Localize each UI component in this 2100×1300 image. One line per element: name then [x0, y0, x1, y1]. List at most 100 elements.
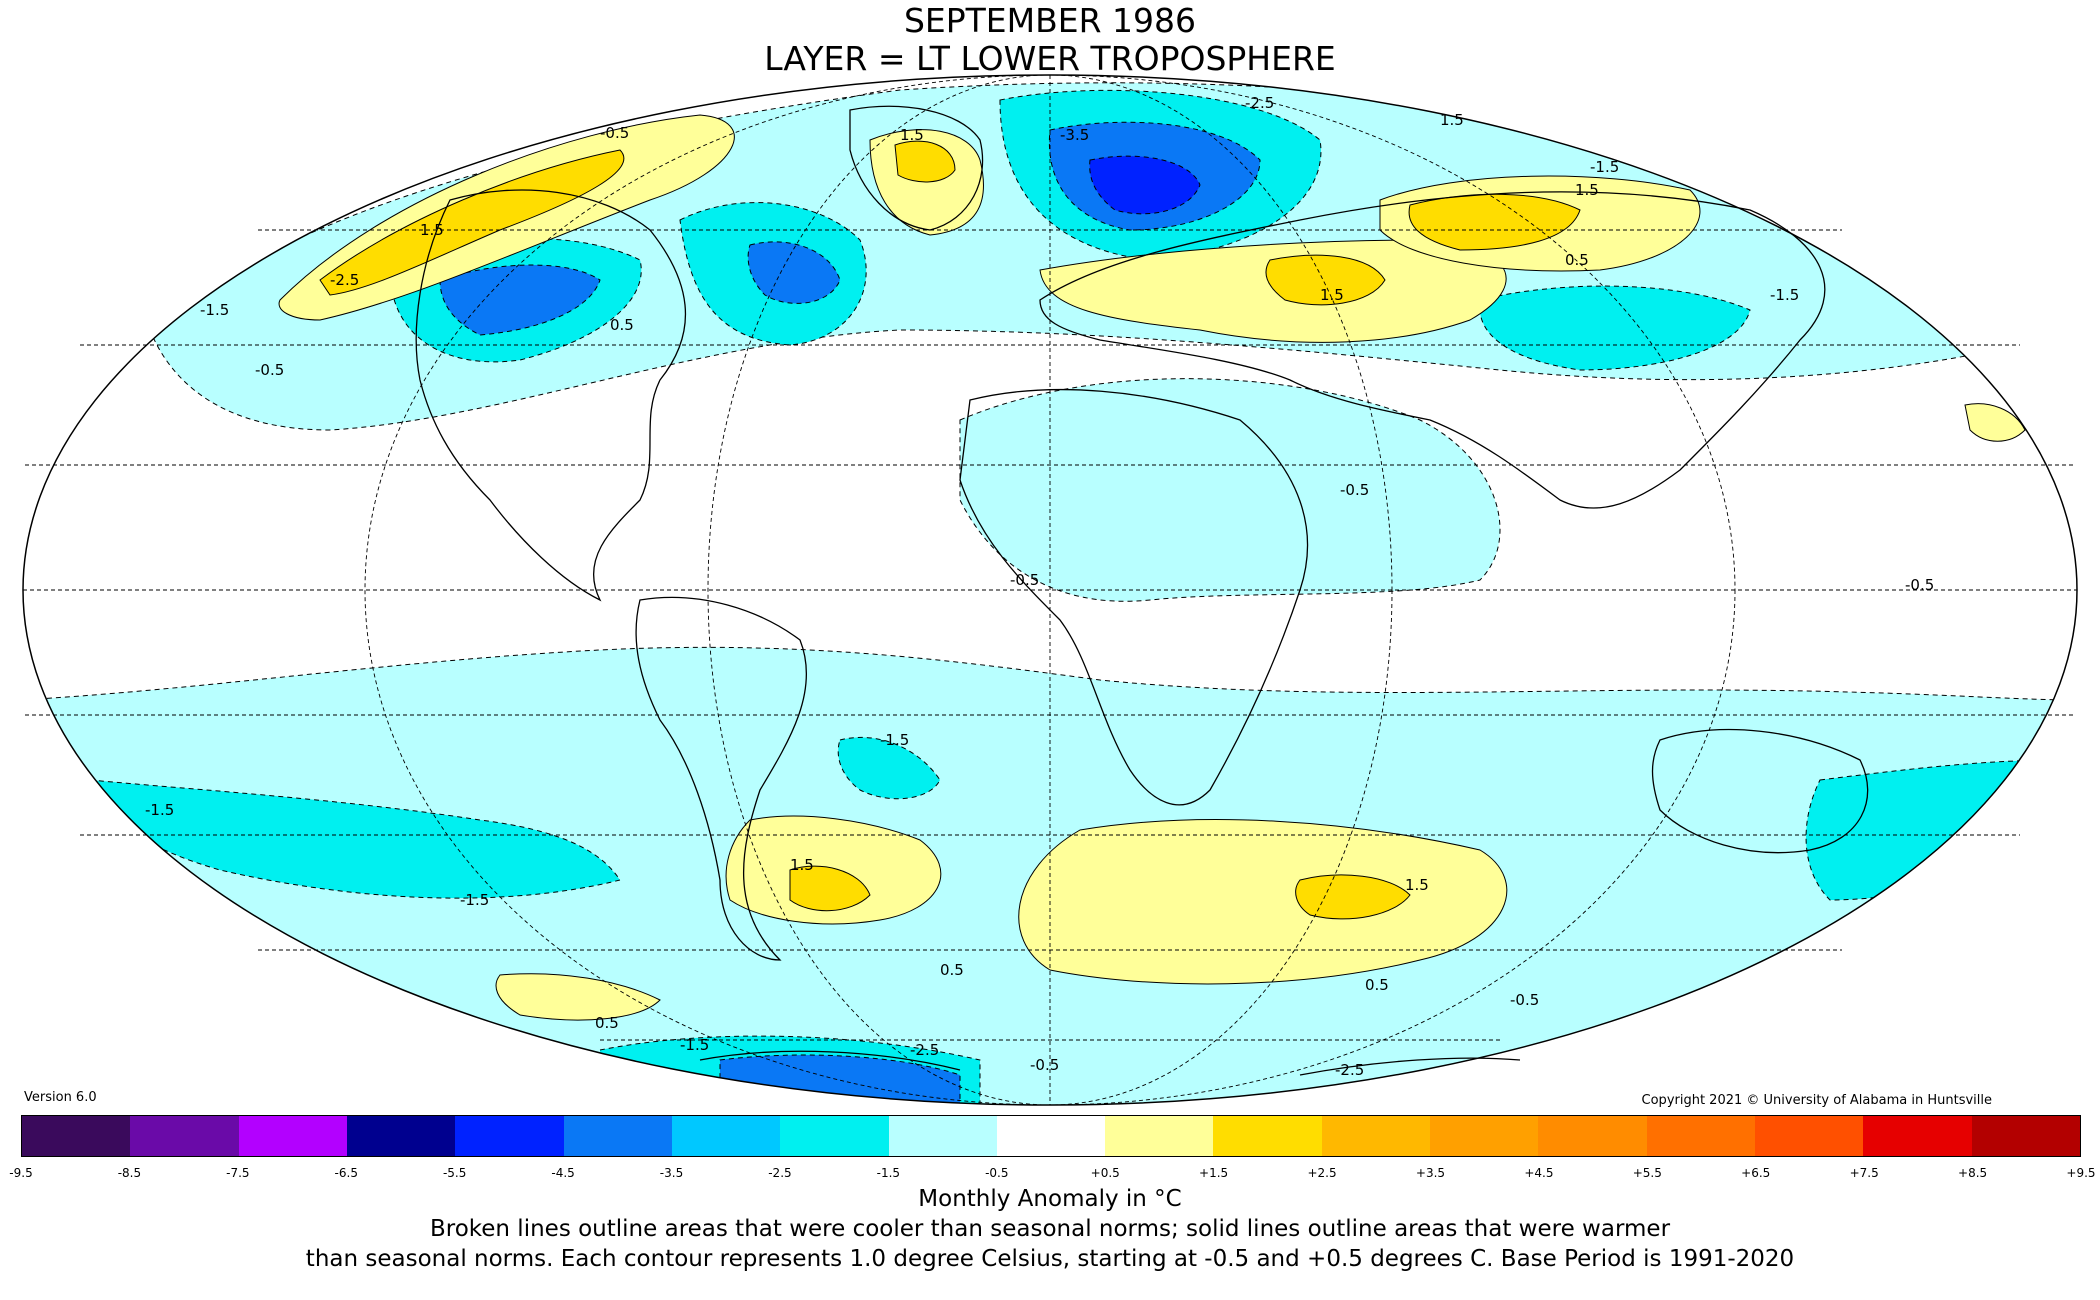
colorbar-tick-label: -9.5 [9, 1166, 33, 1180]
warm-region-pacific-core [319, 149, 625, 296]
warm-region-europe-core [1265, 254, 1386, 306]
caption-line-2: than seasonal norms. Each contour repres… [305, 1246, 1795, 1272]
warm-region-south-indian [1018, 819, 1508, 985]
warm-region-south-atlantic-core [789, 865, 871, 912]
contour-label: -3.5 [1060, 126, 1089, 144]
contour-label: -2.5 [1335, 1061, 1364, 1079]
colorbar-swatch [1646, 1116, 1755, 1156]
contour-label: -2.5 [910, 1041, 939, 1059]
contour-label: -0.5 [1905, 576, 1934, 594]
colorbar-tick-label: -4.5 [551, 1166, 575, 1180]
warm-region-south-pacific [495, 973, 661, 1021]
colorbar-swatch [1863, 1116, 1972, 1156]
colorbar-swatch [780, 1116, 889, 1156]
colorbar-tick-label: -3.5 [659, 1166, 684, 1180]
colorbar-tick-label: -6.5 [334, 1166, 358, 1180]
map-title: SEPTEMBER 1986 [903, 1, 1197, 40]
contour-label: 0.5 [940, 961, 964, 979]
colorbar-tick-label: -7.5 [226, 1166, 250, 1180]
contour-label: -1.5 [460, 891, 489, 909]
colorbar-swatch [1321, 1116, 1431, 1156]
cool-region-arctic-core [1089, 155, 1201, 215]
cool-region-southern-ocean [89, 779, 621, 899]
anomaly-fields [23, 82, 2077, 1105]
colorbar-swatch [563, 1116, 672, 1156]
colorbar-swatch [1755, 1116, 1864, 1156]
contour-label: 1.5 [790, 856, 814, 874]
warm-region-south-indian-core [1295, 874, 1411, 920]
globe-outline [22, 74, 2078, 1106]
version-label: Version 6.0 [24, 1090, 97, 1105]
coastlines [415, 105, 1869, 1076]
contour-label: -1.5 [1770, 286, 1799, 304]
anomaly-map: -0.5 1.5 -2.5 0.5 -1.5 -0.5 1.5 -3.5 -2.… [22, 74, 2078, 1106]
africa-coast [959, 388, 1309, 806]
colorbar-tick-label: -2.5 [768, 1166, 792, 1180]
contour-label: -0.5 [1340, 481, 1369, 499]
eurasia-coast [1039, 191, 1826, 509]
caption-line-1: Broken lines outline areas that were coo… [429, 1216, 1671, 1242]
colorbar-tick-label: +0.5 [1090, 1166, 1120, 1180]
contour-label: -0.5 [1510, 991, 1539, 1009]
colorbar-swatch [238, 1116, 347, 1156]
contour-labels: -0.5 1.5 -2.5 0.5 -1.5 -0.5 1.5 -3.5 -2.… [145, 94, 1934, 1079]
contour-label: -2.5 [1245, 94, 1274, 112]
contour-label: 0.5 [610, 316, 634, 334]
contour-label: -0.5 [1010, 571, 1039, 589]
contour-label: 1.5 [1575, 181, 1599, 199]
colorbar [21, 1115, 2081, 1157]
colorbar-tick-label: +3.5 [1415, 1166, 1446, 1180]
australia-coast [1651, 728, 1869, 854]
colorbar-tick-label: -0.5 [985, 1166, 1009, 1180]
contour-label: -1.5 [200, 301, 229, 319]
colorbar-tick-label: -5.5 [442, 1166, 467, 1180]
map-subtitle: LAYER = LT LOWER TROPOSPHERE [764, 39, 1336, 78]
colorbar-swatch [671, 1116, 781, 1156]
colorbar-swatch [346, 1116, 456, 1156]
cool-region-north-america-deep [439, 264, 601, 336]
colorbar-tick-label: -8.5 [117, 1166, 142, 1180]
colorbar-tick-label: +8.5 [1958, 1166, 1988, 1180]
north-america-coast [415, 189, 687, 602]
contour-label: -1.5 [1590, 158, 1619, 176]
contour-label: 0.5 [1565, 251, 1589, 269]
south-america-coast [635, 596, 808, 961]
contour-label: -0.5 [600, 124, 629, 142]
contour-label: 0.5 [1365, 976, 1389, 994]
contour-label: 1.5 [1320, 286, 1344, 304]
colorbar-tick-label: +4.5 [1524, 1166, 1554, 1180]
colorbar-tick-label: +2.5 [1307, 1166, 1337, 1180]
colorbar-swatch [1105, 1116, 1214, 1156]
colorbar-ticks: -9.5 -8.5 -7.5 -6.5 -5.5 -4.5 -3.5 -2.5 -1.5 -0.5… [9, 1166, 2095, 1182]
contour-label: -1.5 [880, 731, 909, 749]
cool-region-east-asia [1479, 285, 1751, 371]
colorbar-swatch [1213, 1116, 1322, 1156]
contour-label: 1.5 [900, 126, 924, 144]
contour-label: -1.5 [145, 801, 174, 819]
cool-region-south-pacific-east [1805, 759, 2061, 901]
colorbar-swatch [22, 1116, 131, 1156]
colorbar-tick-label: +5.5 [1632, 1166, 1662, 1180]
colorbar-swatch [130, 1116, 239, 1156]
contour-label: -0.5 [1030, 1056, 1059, 1074]
contour-label: -0.5 [255, 361, 284, 379]
colorbar-swatch [455, 1116, 564, 1156]
warm-region-europe [1039, 239, 1507, 343]
cool-region-greenland-deep [747, 241, 841, 304]
colorbar-tick-label: -1.5 [876, 1166, 901, 1180]
colorbar-unit-caption: Monthly Anomaly in °C [918, 1186, 1182, 1212]
cool-region-africa [959, 378, 1501, 602]
colorbar-tick-label: +9.5 [2066, 1166, 2096, 1180]
colorbar-swatch [888, 1116, 997, 1156]
warm-region-east [1964, 403, 2026, 442]
colorbar-swatch [1971, 1116, 2080, 1156]
contour-label: 1.5 [420, 221, 444, 239]
antarctica-coast [699, 1050, 1521, 1076]
cool-region-south-atlantic [837, 736, 941, 800]
warm-region-greenland-core [894, 140, 956, 183]
contour-label: -2.5 [330, 271, 359, 289]
copyright-label: Copyright 2021 © University of Alabama i… [1641, 1093, 1992, 1108]
colorbar-swatch [1538, 1116, 1647, 1156]
colorbar-tick-label: +7.5 [1849, 1166, 1879, 1180]
colorbar-tick-label: +6.5 [1741, 1166, 1771, 1180]
